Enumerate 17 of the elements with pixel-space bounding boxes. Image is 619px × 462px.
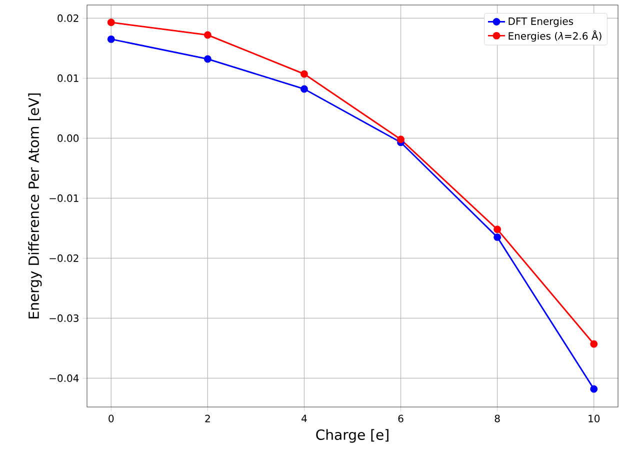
y-tick-label: 0.00 (58, 134, 79, 142)
y-tick-label: −0.03 (50, 314, 78, 322)
y-tick-label: −0.02 (50, 254, 78, 262)
y-tick-label: −0.04 (50, 374, 79, 382)
y-tick-label: −0.01 (50, 194, 78, 202)
legend-label: DFT Energies (508, 17, 574, 27)
y-tick-label: 0.01 (58, 74, 78, 82)
x-tick-label: 2 (205, 414, 210, 422)
y-tick-label: 0.02 (58, 14, 78, 22)
y-axis-title: Energy Difference Per Atom [eV] (28, 93, 42, 318)
x-tick-label: 4 (302, 414, 307, 422)
x-tick-label: 8 (494, 414, 500, 422)
x-tick-label: 10 (588, 414, 600, 422)
x-tick-label: 6 (398, 414, 404, 422)
x-axis-title: Charge [e] (316, 429, 388, 443)
x-tick-label: 0 (108, 414, 114, 422)
legend-label: Energies (λ=2.6 Å) (508, 30, 602, 42)
